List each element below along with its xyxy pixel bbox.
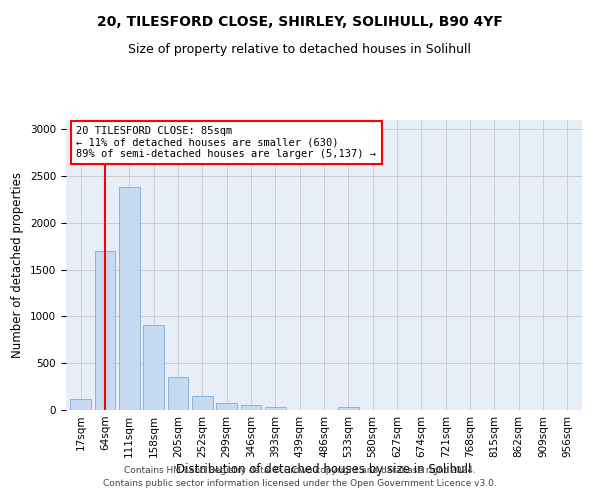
Text: 20 TILESFORD CLOSE: 85sqm
← 11% of detached houses are smaller (630)
89% of semi: 20 TILESFORD CLOSE: 85sqm ← 11% of detac… <box>76 126 376 159</box>
Bar <box>70 399 91 410</box>
Text: Size of property relative to detached houses in Solihull: Size of property relative to detached ho… <box>128 42 472 56</box>
X-axis label: Distribution of detached houses by size in Solihull: Distribution of detached houses by size … <box>176 462 472 475</box>
Text: 20, TILESFORD CLOSE, SHIRLEY, SOLIHULL, B90 4YF: 20, TILESFORD CLOSE, SHIRLEY, SOLIHULL, … <box>97 15 503 29</box>
Bar <box>119 188 140 410</box>
Bar <box>265 407 286 410</box>
Text: Contains HM Land Registry data © Crown copyright and database right 2024.
Contai: Contains HM Land Registry data © Crown c… <box>103 466 497 487</box>
Y-axis label: Number of detached properties: Number of detached properties <box>11 172 25 358</box>
Bar <box>167 378 188 410</box>
Bar <box>338 407 359 410</box>
Bar <box>192 396 212 410</box>
Bar <box>95 251 115 410</box>
Bar <box>216 403 237 410</box>
Bar <box>241 405 262 410</box>
Bar <box>143 325 164 410</box>
